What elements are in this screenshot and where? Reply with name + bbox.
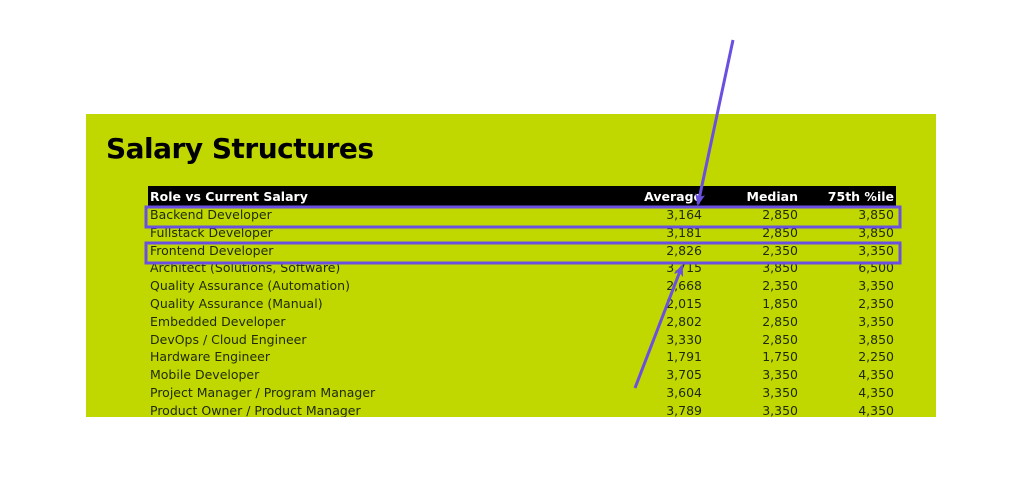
cell-median: 3,350	[762, 367, 798, 383]
table-row: Backend Developer 3,164 2,850 3,850	[148, 206, 896, 224]
cell-average: 3,705	[666, 367, 702, 383]
cell-median: 3,850	[762, 260, 798, 276]
table-row: Project Manager / Program Manager 3,604 3,…	[148, 384, 896, 402]
cell-average: 2,802	[666, 313, 702, 329]
cell-role: Hardware Engineer	[150, 349, 270, 365]
table-row: Product Owner / Product Manager 3,789 3,35…	[148, 402, 896, 417]
cell-75th-percentile: 3,350	[858, 242, 894, 258]
page-title: Salary Structures	[106, 132, 374, 165]
cell-role: Frontend Developer	[150, 242, 274, 258]
cell-median: 2,850	[762, 224, 798, 240]
cell-median: 2,350	[762, 278, 798, 294]
table-header-row: Role vs Current Salary Average Median 75…	[148, 186, 896, 206]
cell-average: 2,668	[666, 278, 702, 294]
cell-median: 1,750	[762, 349, 798, 365]
cell-75th-percentile: 4,350	[858, 367, 894, 383]
table-row: Mobile Developer 3,705 3,350 4,350	[148, 366, 896, 384]
table-row: Fullstack Developer 3,181 2,850 3,850	[148, 224, 896, 242]
cell-role: Fullstack Developer	[150, 224, 273, 240]
cell-role: Architect (Solutions, Software)	[150, 260, 341, 276]
cell-75th-percentile: 4,350	[858, 384, 894, 400]
table-body: Backend Developer 3,164 2,850 3,850 Fullstac…	[148, 206, 896, 417]
cell-average: 3,604	[666, 384, 702, 400]
cell-role: DevOps / Cloud Engineer	[150, 331, 307, 347]
cell-average: 3,330	[666, 331, 702, 347]
cell-average: 2,826	[666, 242, 702, 258]
table-row: Quality Assurance (Automation) 2,668 2,350…	[148, 277, 896, 295]
cell-role: Quality Assurance (Automation)	[150, 278, 350, 294]
cell-average: 2,015	[666, 295, 702, 311]
cell-75th-percentile: 2,250	[858, 349, 894, 365]
cell-role: Quality Assurance (Manual)	[150, 295, 323, 311]
cell-average: 3,715	[666, 260, 702, 276]
table-row: Architect (Solutions, Software) 3,715 3,85…	[148, 259, 896, 277]
cell-median: 2,850	[762, 207, 798, 222]
cell-role: Backend Developer	[150, 207, 272, 222]
cell-role: Mobile Developer	[150, 367, 260, 383]
table-row: Quality Assurance (Manual) 2,015 1,850 2,35…	[148, 295, 896, 313]
cell-average: 3,164	[666, 207, 702, 222]
cell-average: 3,181	[666, 224, 702, 240]
cell-75th-percentile: 2,350	[858, 295, 894, 311]
cell-75th-percentile: 3,350	[858, 313, 894, 329]
cell-median: 2,850	[762, 313, 798, 329]
cell-role: Embedded Developer	[150, 313, 286, 329]
cell-75th-percentile: 4,350	[858, 402, 894, 417]
cell-75th-percentile: 3,350	[858, 278, 894, 294]
cell-median: 3,350	[762, 402, 798, 417]
table-row: Embedded Developer 2,802 2,850 3,350	[148, 313, 896, 331]
header-median: Median	[746, 188, 798, 204]
salary-table: Role vs Current Salary Average Median 75…	[148, 186, 896, 417]
cell-75th-percentile: 3,850	[858, 224, 894, 240]
cell-median: 3,350	[762, 384, 798, 400]
cell-role: Product Owner / Product Manager	[150, 402, 361, 417]
cell-median: 2,350	[762, 242, 798, 258]
cell-75th-percentile: 3,850	[858, 207, 894, 222]
cell-75th-percentile: 3,850	[858, 331, 894, 347]
cell-average: 3,789	[666, 402, 702, 417]
salary-panel: Salary Structures Role vs Current Salary…	[86, 114, 936, 417]
header-role: Role vs Current Salary	[150, 188, 308, 204]
table-row: Frontend Developer 2,826 2,350 3,350	[148, 242, 896, 260]
header-75th-percentile: 75th %ile	[827, 188, 894, 204]
cell-role: Project Manager / Program Manager	[150, 384, 376, 400]
table-row: DevOps / Cloud Engineer 3,330 2,850 3,850	[148, 331, 896, 349]
cell-average: 1,791	[666, 349, 702, 365]
table-row: Hardware Engineer 1,791 1,750 2,250	[148, 348, 896, 366]
cell-median: 1,850	[762, 295, 798, 311]
cell-median: 2,850	[762, 331, 798, 347]
header-average: Average	[644, 188, 702, 204]
cell-75th-percentile: 6,500	[858, 260, 894, 276]
